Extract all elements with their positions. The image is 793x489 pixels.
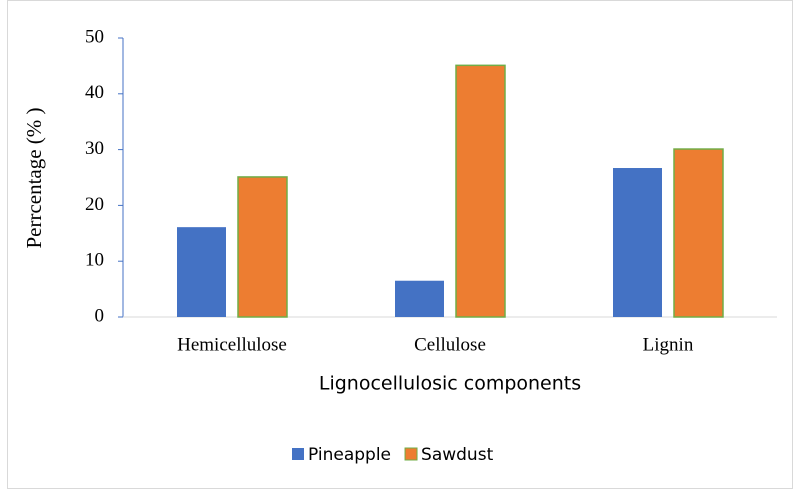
bar bbox=[237, 176, 288, 318]
x-axis-label: Lignocellulosic components bbox=[319, 373, 581, 395]
legend-swatch bbox=[404, 447, 418, 461]
bar bbox=[395, 280, 444, 317]
y-tick-label: 20 bbox=[85, 194, 104, 215]
y-tick-label: 30 bbox=[85, 138, 104, 159]
y-tick-label: 10 bbox=[85, 250, 104, 271]
bar bbox=[177, 227, 226, 317]
legend-label: Pineapple bbox=[308, 445, 391, 465]
legend-swatch bbox=[292, 448, 304, 460]
y-tick-label: 0 bbox=[95, 305, 105, 326]
x-tick-label: Cellulose bbox=[414, 334, 486, 355]
bar bbox=[455, 64, 506, 318]
x-tick-label: Hemicellulose bbox=[177, 334, 287, 355]
bar bbox=[613, 168, 662, 317]
legend-label: Sawdust bbox=[421, 445, 494, 465]
y-tick-label: 40 bbox=[85, 82, 104, 103]
y-axis-label: Perrcentage (% ) bbox=[22, 107, 46, 248]
x-tick-label: Lignin bbox=[643, 334, 694, 355]
y-tick-label: 50 bbox=[85, 26, 104, 47]
bar bbox=[673, 148, 724, 318]
